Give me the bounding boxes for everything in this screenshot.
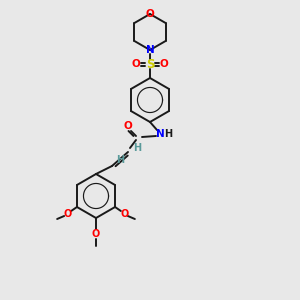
Text: S: S xyxy=(146,58,154,70)
Text: H: H xyxy=(133,143,141,153)
Text: O: O xyxy=(160,59,168,69)
Text: O: O xyxy=(132,59,140,69)
Text: H: H xyxy=(116,155,124,165)
Text: O: O xyxy=(63,209,71,219)
Text: H: H xyxy=(164,129,172,139)
Text: O: O xyxy=(146,9,154,19)
Text: N: N xyxy=(146,45,154,55)
Text: O: O xyxy=(121,209,129,219)
Text: O: O xyxy=(124,121,132,131)
Text: O: O xyxy=(92,229,100,239)
Text: N: N xyxy=(156,129,164,139)
